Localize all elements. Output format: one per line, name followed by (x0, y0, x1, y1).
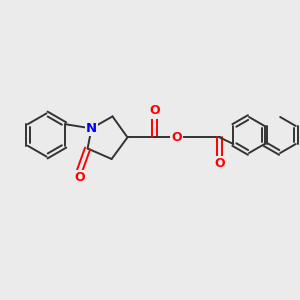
Text: O: O (171, 131, 182, 144)
Text: O: O (74, 171, 85, 184)
Text: O: O (149, 104, 160, 118)
Text: N: N (86, 122, 97, 135)
Text: O: O (214, 157, 225, 170)
